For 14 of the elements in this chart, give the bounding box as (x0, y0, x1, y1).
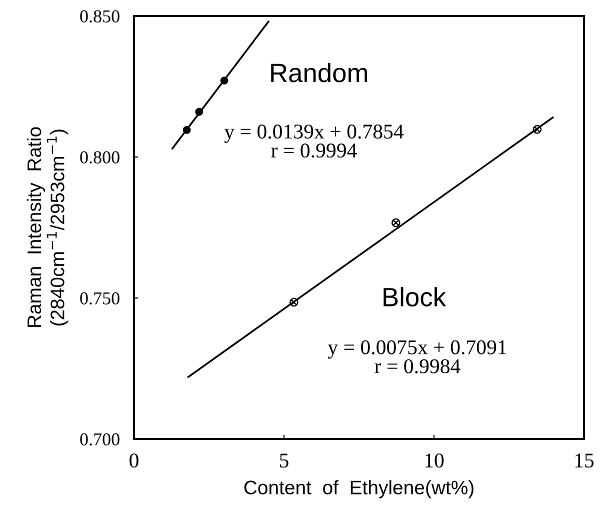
y-tick-label: 0.700 (80, 433, 120, 446)
x-tick-label: 15 (575, 454, 594, 468)
annotation: Random (271, 62, 368, 82)
y-tick-label: 0.750 (80, 292, 120, 305)
x-tick-label: 0 (130, 453, 138, 468)
annotation: y = 0.0075x + 0.7091 r = 0.9984 (328, 340, 506, 374)
annotation: Block (384, 287, 446, 306)
x-axis-title: Content of Ethylene(wt%) (244, 480, 474, 498)
y-tick-label: 0.850 (80, 10, 120, 23)
y-axis-title: Raman Intensity Ratio (2840cm$^{−1}$/2953cm$^{−1}$) (26, 127, 68, 327)
x-tick-label: 5 (280, 454, 288, 468)
y-tick-label: 0.800 (80, 151, 120, 164)
annotation: y = 0.0139x + 0.7854 r = 0.9994 (224, 124, 404, 158)
x-tick-label: 10 (425, 453, 444, 468)
